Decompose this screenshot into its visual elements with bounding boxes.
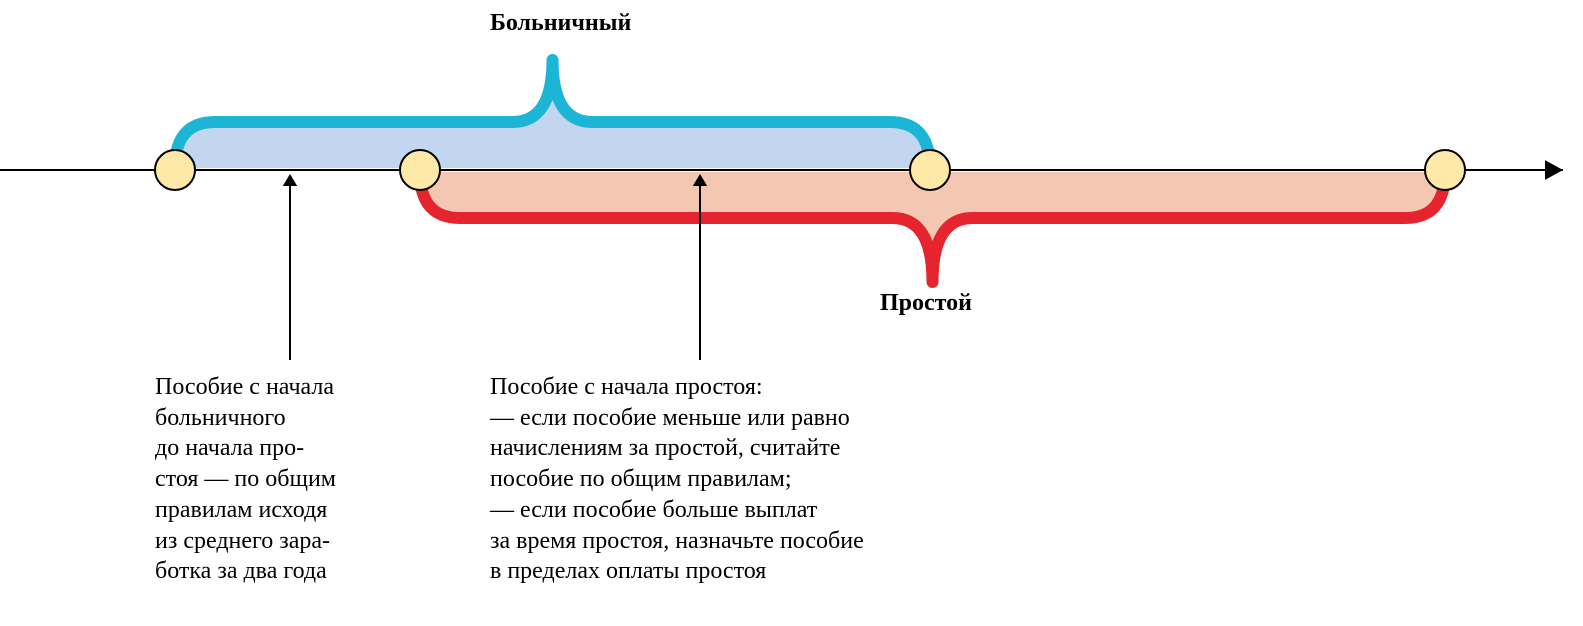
top-brace-label: Больничный — [490, 10, 631, 37]
pointer-arrow-head-0 — [283, 174, 297, 186]
timeline-node-3 — [1425, 150, 1465, 190]
timeline-node-1 — [400, 150, 440, 190]
timeline-arrowhead — [1545, 160, 1563, 180]
left-explanation-text: Пособие с началабольничногодо начала про… — [155, 372, 455, 587]
bottom-brace-label: Простой — [880, 290, 972, 317]
timeline-node-0 — [155, 150, 195, 190]
right-explanation-text: Пособие с начала простоя:— если пособие … — [490, 372, 1010, 587]
timeline-node-2 — [910, 150, 950, 190]
